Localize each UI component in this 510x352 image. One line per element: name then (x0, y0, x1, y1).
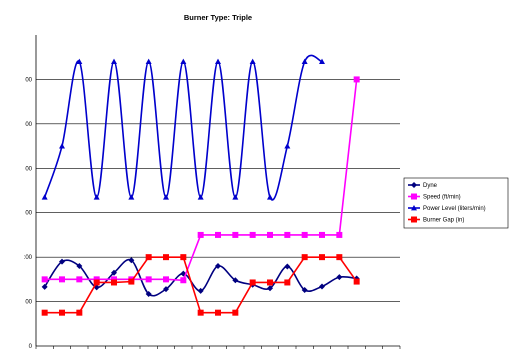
series-3 (41, 254, 360, 316)
data-point (249, 231, 256, 238)
data-point (215, 231, 221, 238)
data-point (163, 254, 169, 261)
legend-marker (411, 193, 417, 200)
data-point (249, 279, 256, 286)
legend-marker (411, 182, 417, 188)
chart-title: Burner Type: Triple (184, 13, 252, 22)
data-point (267, 231, 273, 238)
data-point (76, 309, 83, 316)
data-point (59, 276, 65, 283)
data-point (111, 276, 117, 283)
legend-entry: Dyne (423, 183, 438, 189)
legend-entry: Speed (ft/min) (423, 195, 461, 201)
data-point (319, 58, 325, 65)
data-point (93, 276, 100, 283)
data-point (284, 231, 291, 238)
data-point (215, 58, 221, 65)
data-point (353, 278, 360, 285)
data-point (111, 58, 117, 65)
data-point (197, 309, 204, 316)
data-point (336, 231, 343, 238)
data-point (267, 285, 273, 292)
data-point (128, 278, 135, 285)
data-point (284, 263, 291, 270)
y-tick-label: :00 (24, 255, 33, 261)
data-point (145, 254, 152, 261)
data-point (249, 58, 256, 65)
data-point (215, 309, 221, 316)
legend-entry: Power Level (liters/min) (423, 206, 486, 212)
data-point (93, 279, 100, 286)
data-point (145, 58, 152, 65)
series-line (44, 256, 358, 314)
data-point (284, 279, 291, 286)
data-point (163, 276, 169, 283)
data-point (59, 143, 65, 149)
data-point (59, 309, 65, 316)
data-point (111, 279, 117, 286)
data-point (353, 76, 360, 83)
data-point (232, 231, 239, 238)
data-point (76, 276, 83, 283)
legend-marker (411, 216, 417, 223)
data-point (197, 287, 204, 294)
gridlines (36, 79, 400, 302)
y-tick-label: 0 (29, 344, 33, 350)
data-point (267, 279, 273, 286)
y-tick-label: 00 (25, 211, 32, 217)
data-point (59, 258, 65, 265)
data-point (128, 257, 135, 264)
data-point (232, 194, 239, 200)
data-point (301, 58, 308, 65)
series-1 (41, 76, 360, 284)
data-point (232, 277, 239, 284)
data-point (267, 194, 273, 200)
data-point (301, 287, 308, 294)
data-point (111, 269, 117, 276)
series-0 (41, 257, 360, 298)
y-tick-label: 00 (25, 77, 32, 83)
data-point (41, 194, 48, 200)
data-point (336, 254, 343, 261)
series-2 (41, 54, 325, 201)
legend-marker (411, 205, 417, 211)
data-point (180, 58, 187, 65)
data-point (215, 263, 221, 270)
data-point (336, 274, 343, 281)
data-point (284, 143, 291, 149)
data-point (319, 254, 325, 261)
legend-entry: Burner Gap (in) (423, 218, 464, 224)
y-tick-label: 00 (25, 166, 32, 172)
series-line (43, 54, 323, 201)
series-line (44, 79, 358, 282)
data-point (41, 283, 48, 290)
data-point (145, 276, 152, 283)
data-point (180, 277, 187, 284)
data-point (128, 194, 135, 200)
data-point (232, 309, 239, 316)
data-point (301, 254, 308, 261)
data-point (93, 194, 100, 200)
data-point (163, 194, 169, 200)
y-tick-label: 00 (25, 122, 32, 128)
data-point (76, 263, 83, 270)
data-point (163, 286, 169, 293)
data-point (197, 231, 204, 238)
data-point (319, 283, 325, 290)
data-point (145, 291, 152, 298)
data-point (319, 231, 325, 238)
legend: Dyne Speed (ft/min) Power Level (liters/mi… (403, 177, 509, 229)
data-point (197, 194, 204, 200)
data-point (41, 309, 48, 316)
legend-box (403, 177, 509, 229)
data-point (180, 254, 187, 261)
plot-area (41, 54, 360, 316)
data-point (76, 58, 83, 65)
data-point (301, 231, 308, 238)
data-point (41, 276, 48, 283)
y-tick-label: 00 (25, 300, 32, 306)
